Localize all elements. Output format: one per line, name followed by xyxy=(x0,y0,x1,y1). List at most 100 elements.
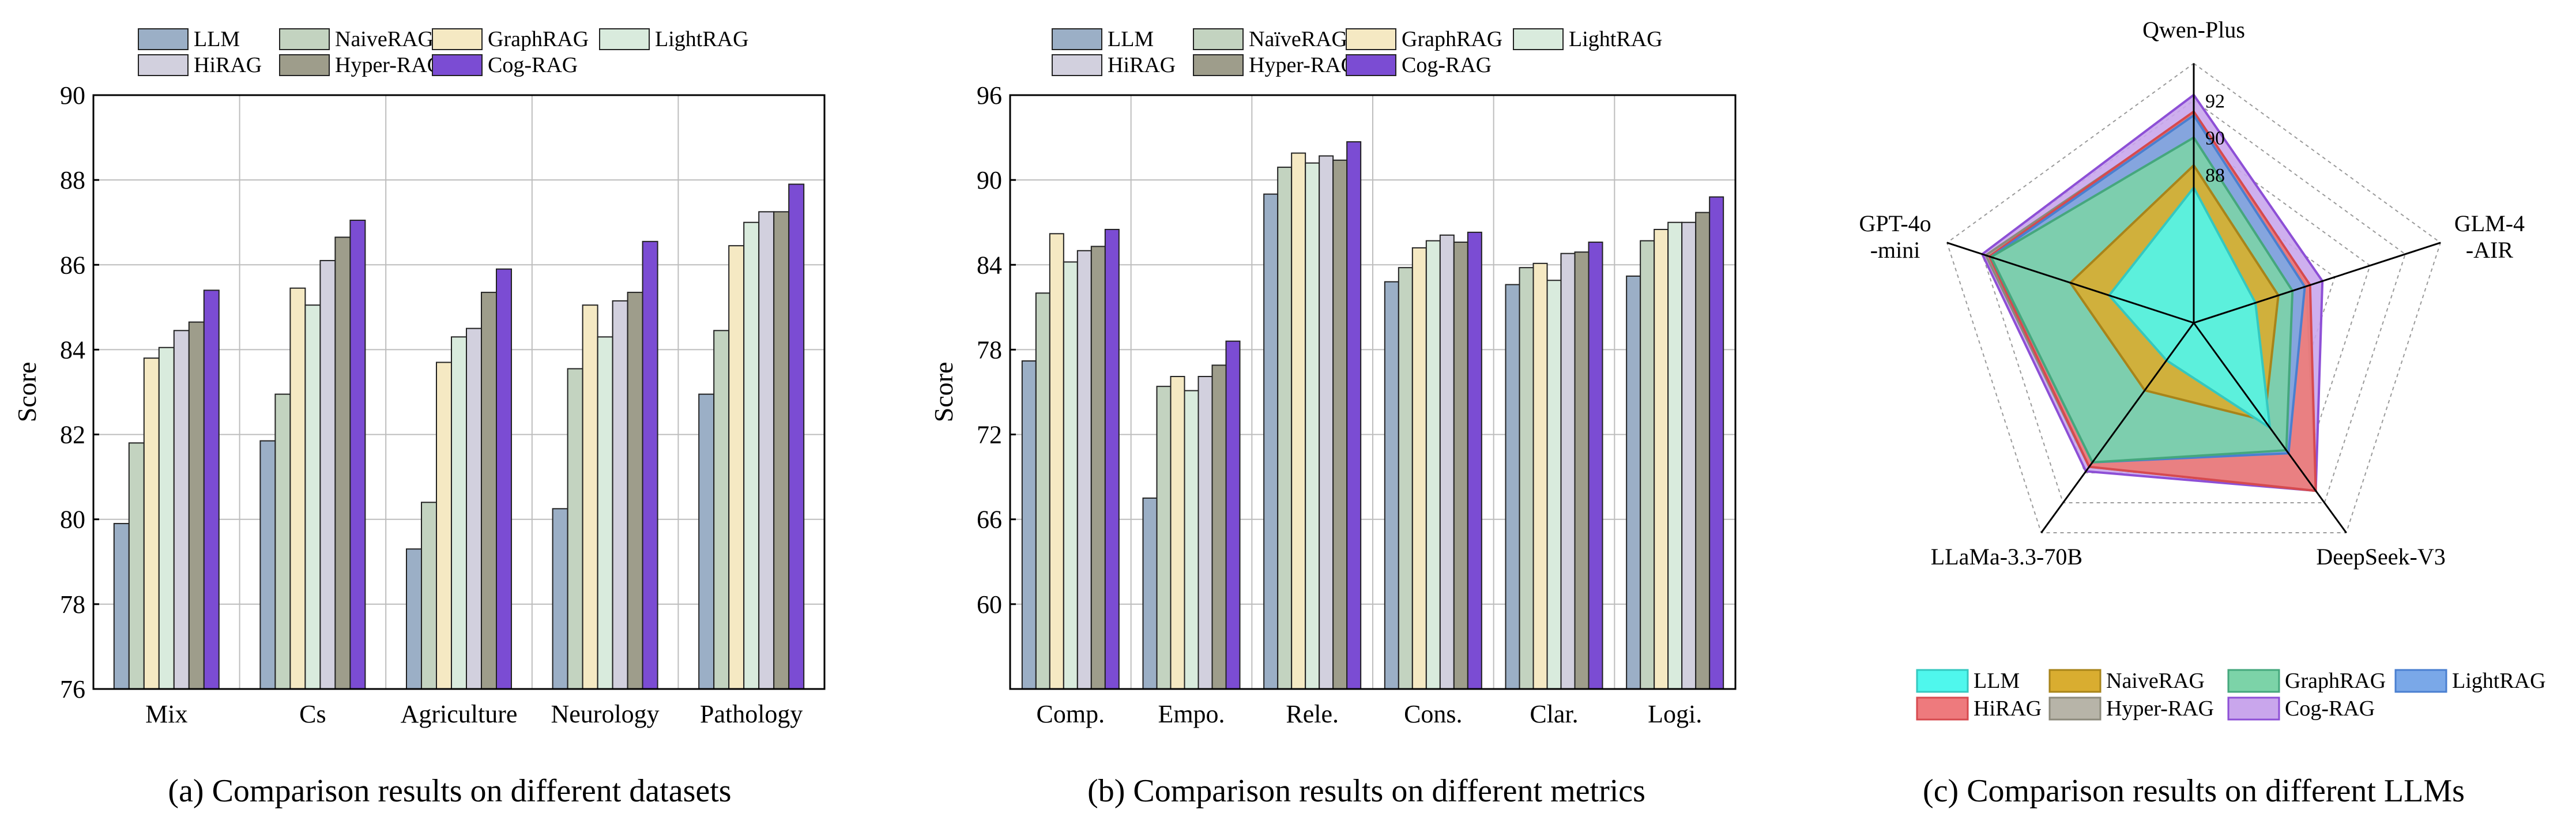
radar-tick-label: 88 xyxy=(2205,165,2225,186)
bar-hirag xyxy=(612,300,628,690)
legend-swatch xyxy=(138,54,189,76)
bar-cog-rag xyxy=(203,289,220,690)
bar-hyper-rag xyxy=(627,292,643,690)
legend-label: NaïveRAG xyxy=(1249,27,1347,51)
bar-graphrag xyxy=(1170,376,1185,690)
bar-na-verag xyxy=(1156,386,1172,690)
bar-cog-rag xyxy=(349,220,366,690)
y-tick-label: 78 xyxy=(977,336,1002,364)
y-tick-label: 90 xyxy=(60,81,85,110)
bar-llm xyxy=(1505,284,1520,690)
bar-hyper-rag xyxy=(481,292,497,690)
x-tick-label: Clar. xyxy=(1530,700,1578,728)
bar-na-verag xyxy=(1277,167,1293,690)
bar-hyper-rag xyxy=(188,321,205,690)
bar-graphrag xyxy=(289,287,306,690)
chart-caption: (a) Comparison results on different data… xyxy=(168,773,731,809)
y-tick-label: 72 xyxy=(977,421,1002,449)
bar-llm xyxy=(698,393,715,690)
bar-llm xyxy=(1384,281,1399,690)
legend-swatch xyxy=(432,54,483,76)
bar-lightrag xyxy=(1425,240,1441,690)
bar-hyper-rag xyxy=(1211,364,1227,690)
bar-naiverag xyxy=(128,442,145,690)
bar-hirag xyxy=(1560,253,1576,690)
bar-hyper-rag xyxy=(1453,242,1468,690)
bar-graphrag xyxy=(436,361,452,690)
bar-hyper-rag xyxy=(1695,212,1711,690)
bar-hyper-rag xyxy=(1332,159,1348,690)
bar-cog-rag xyxy=(642,240,658,690)
radar-tick-label: 92 xyxy=(2205,91,2225,112)
legend-label: LightRAG xyxy=(1569,27,1663,51)
legend-swatch xyxy=(432,28,483,50)
bar-naiverag xyxy=(713,330,730,690)
radar-axis-label: GLM-4 -AIR xyxy=(2454,210,2525,263)
bar-hyper-rag xyxy=(1574,251,1590,690)
bar-naiverag xyxy=(421,502,437,690)
bar-naiverag xyxy=(274,393,291,690)
legend-swatch xyxy=(279,54,330,76)
y-tick-label: 88 xyxy=(60,166,85,194)
bar-graphrag xyxy=(1411,247,1427,690)
legend-label: HiRAG xyxy=(194,53,262,77)
radar-spoke xyxy=(1946,242,2194,324)
bar-graphrag xyxy=(143,357,160,690)
bar-lightrag xyxy=(451,336,467,690)
legend-label: GraphRAG xyxy=(488,27,589,51)
bar-na-verag xyxy=(1519,267,1534,690)
legend-label: LLM xyxy=(1108,27,1154,51)
chart-metrics: 60 66 72 78 84 90 96 Comp. Empo. Rele. Cons. Clar. L… xyxy=(929,27,1737,809)
bar-hirag xyxy=(1439,234,1455,690)
y-tick-label: 84 xyxy=(60,336,85,364)
legend-swatch xyxy=(1916,696,1969,721)
x-tick-label: Empo. xyxy=(1158,700,1225,728)
x-tick-label: Neurology xyxy=(551,700,660,728)
legend-label: NaiveRAG xyxy=(2106,669,2205,693)
bar-hirag xyxy=(1681,221,1697,690)
bar-llm xyxy=(1626,275,1641,690)
bar-hirag xyxy=(1319,155,1334,690)
bar-lightrag xyxy=(1305,162,1320,690)
radar-axis-label: Qwen-Plus xyxy=(2142,17,2245,43)
legend-swatch xyxy=(1052,54,1102,76)
radar-area-llm xyxy=(2107,185,2272,431)
legend-label: NaiveRAG xyxy=(335,27,434,51)
bar-hyper-rag xyxy=(334,236,351,690)
x-tick-label: Comp. xyxy=(1037,700,1105,728)
legend-swatch xyxy=(2048,669,2102,693)
bar-llm xyxy=(113,523,130,690)
radar-spoke xyxy=(2193,322,2347,533)
legend-swatch xyxy=(599,28,650,50)
legend-swatch xyxy=(1346,54,1396,76)
bar-cog-rag xyxy=(1709,196,1724,690)
legend-swatch xyxy=(2048,696,2102,721)
bar-llm xyxy=(406,548,422,690)
legend-label: LightRAG xyxy=(655,27,749,51)
x-tick-label: Rele. xyxy=(1286,700,1339,728)
bar-lightrag xyxy=(597,336,613,690)
legend-label: GraphRAG xyxy=(1402,27,1502,51)
plot-frame xyxy=(92,94,826,690)
bar-hirag xyxy=(319,259,336,690)
legend-label: Cog-RAG xyxy=(488,53,578,77)
radar-axis-label: LLaMa-3.3-70B xyxy=(1931,544,2082,570)
bar-lightrag xyxy=(1184,390,1199,690)
legend-label: LLM xyxy=(1974,669,2020,693)
legend-swatch xyxy=(1052,28,1102,50)
y-axis-label: Score xyxy=(12,362,42,423)
bar-graphrag xyxy=(582,304,598,690)
legend-swatch xyxy=(2394,669,2447,693)
bar-cog-rag xyxy=(1225,340,1241,690)
legend-label: Hyper-RAG xyxy=(2106,696,2214,721)
legend-swatch xyxy=(279,28,330,50)
radar-spoke xyxy=(2193,242,2441,324)
y-axis-label: Score xyxy=(929,362,958,423)
y-tick-label: 96 xyxy=(977,81,1002,110)
bar-cog-rag xyxy=(1467,231,1482,690)
plot-frame xyxy=(1009,94,1737,690)
bar-graphrag xyxy=(728,245,745,690)
bar-lightrag xyxy=(304,304,321,690)
radar-axis-label: GPT-4o -mini xyxy=(1859,210,1931,263)
y-tick-label: 80 xyxy=(60,506,85,534)
